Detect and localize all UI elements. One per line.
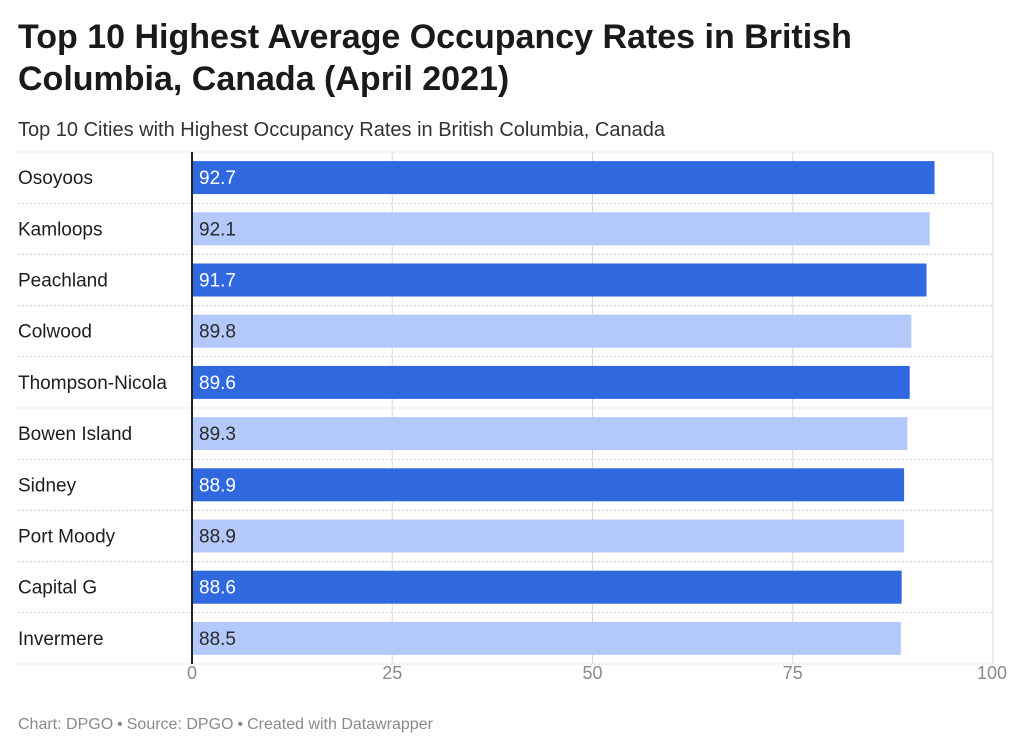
bar-invermere [192,621,901,655]
value-label: 92.1 [199,219,236,240]
value-label: 88.5 [199,629,236,650]
value-label: 92.7 [199,168,236,189]
x-tick-label: 50 [582,663,602,683]
footer-source: Source: DPGO [126,716,234,733]
bar-thompson-nicola [192,365,910,399]
value-label: 89.3 [199,424,236,445]
x-tick-label: 25 [382,663,402,683]
chart-footer: Chart: DPGO • Source: DPGO • Created with Da… [18,716,433,734]
value-label: 91.7 [199,271,236,292]
value-label: 88.9 [199,527,236,548]
category-label: Thompson-Nicola [18,373,167,394]
footer-created-with: Created with Datawrapper [247,716,433,733]
value-label: 89.6 [199,373,236,394]
chart-title: Top 10 Highest Average Occupancy Rates i… [18,18,852,98]
bar-capital-g [192,570,902,604]
chart-subtitle: Top 10 Cities with Highest Occupancy Rat… [18,119,665,141]
category-label: Kamloops [18,219,103,240]
bar-port-moody [192,519,905,553]
value-label: 89.8 [199,322,236,343]
bar-kamloops [192,212,930,246]
bar-chart: Osoyoos 92.7 Kamloops 92.1 Peachland 91.7 Colw… [18,151,1007,683]
category-label: Invermere [18,629,104,650]
footer-chart-credit: Chart: DPGO [18,716,114,733]
category-label: Peachland [18,271,108,292]
x-tick-label: 0 [187,663,197,683]
value-label: 88.6 [199,578,236,599]
category-label: Bowen Island [18,424,132,445]
footer-separator: • [117,716,123,733]
category-label: Capital G [18,578,97,599]
value-label: 88.9 [199,475,236,496]
category-label: Sidney [18,475,77,496]
x-tick-label: 100 [977,663,1007,683]
footer-separator: • [237,716,244,733]
category-label: Osoyoos [18,168,93,189]
bar-sidney [192,468,905,502]
category-label: Port Moody [18,527,116,548]
bar-bowen-island [192,417,908,451]
x-tick-label: 75 [783,663,803,683]
bar-osoyoos [192,161,935,195]
bar-colwood [192,314,912,348]
category-label: Colwood [18,322,92,343]
bar-peachland [192,263,927,297]
